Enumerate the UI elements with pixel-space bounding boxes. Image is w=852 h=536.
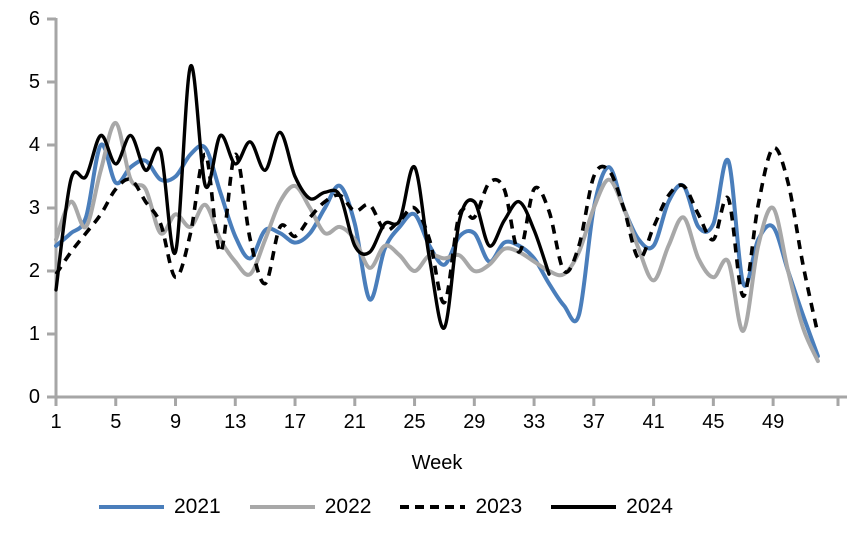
y-tick-label: 1 [28,323,40,345]
y-tick-label: 3 [28,197,40,219]
series-line-2022 [54,120,820,364]
x-tick-label: 37 [582,411,605,433]
legend-label-2024: 2024 [626,495,673,518]
legend-label-2022: 2022 [324,495,372,518]
x-tick-label: 9 [169,411,182,433]
y-tick-label: 6 [28,8,40,30]
x-tick-label: 1 [50,411,62,433]
legend-item-2022: 2022 [249,495,372,519]
legend-swatch-2023 [400,505,466,509]
legend-item-2023: 2023 [399,495,522,519]
legend-item-2021: 2021 [98,495,221,519]
series-line-2021 [54,142,820,359]
series-line-2024 [54,64,551,330]
x-tick-label: 13 [224,411,247,433]
legend-label-2021: 2021 [174,495,221,518]
x-tick-label: 45 [702,411,725,433]
legend-swatch-2024 [551,505,617,509]
x-tick-label: 29 [463,411,486,433]
y-tick-label: 2 [28,260,40,282]
x-axis-title: Week [411,452,463,474]
y-tick-label: 5 [28,71,40,93]
x-tick-label: 5 [110,411,122,433]
legend-swatch-2021 [99,505,164,509]
y-tick-label: 4 [28,134,40,156]
x-tick-label: 21 [343,411,366,433]
legend-label-2023: 2023 [475,495,523,518]
x-tick-label: 25 [403,411,426,433]
x-tick-label: 41 [642,411,665,433]
x-tick-label: 49 [761,411,785,433]
x-tick-label: 33 [522,411,546,433]
legend-swatch-2022 [249,505,315,509]
y-tick-label: 0 [28,386,40,408]
series-line-2023 [54,145,820,335]
chart-legend: 2021 2022 2023 2024 [98,492,673,522]
legend-item-2024: 2024 [550,495,673,519]
x-tick-label: 17 [283,411,307,433]
